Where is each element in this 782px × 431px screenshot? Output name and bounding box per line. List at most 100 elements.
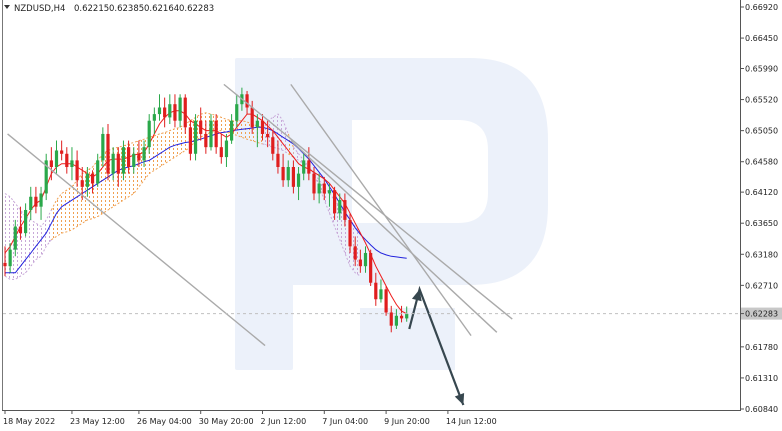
candle xyxy=(168,94,172,125)
candle xyxy=(127,140,131,174)
senkou-span-b xyxy=(4,239,52,280)
price-tick-label: 0.65990 xyxy=(745,64,778,73)
candle xyxy=(193,114,198,161)
candle xyxy=(394,309,398,329)
candle-body xyxy=(127,147,131,168)
candle xyxy=(235,94,239,128)
candle-body xyxy=(96,160,100,184)
candle-body xyxy=(291,167,295,187)
candle xyxy=(60,140,64,161)
time-tick-label: 18 May 2022 xyxy=(3,417,55,426)
price-tick-label: 0.63650 xyxy=(745,219,778,228)
time-tick-label: 7 Jun 04:00 xyxy=(322,417,368,426)
candle xyxy=(266,120,270,148)
senkou-span-a xyxy=(293,146,361,277)
candle-body xyxy=(3,262,7,267)
candle-body xyxy=(333,190,337,214)
candle xyxy=(85,167,89,197)
collapse-triangle-icon[interactable] xyxy=(4,5,10,9)
candle-body xyxy=(286,167,290,181)
price-tick-label: 0.64580 xyxy=(745,158,778,167)
candle-body xyxy=(199,120,203,134)
price-tick-label: 0.61310 xyxy=(745,374,778,383)
candle-body xyxy=(384,289,388,313)
candlestick-series xyxy=(3,87,409,333)
candle xyxy=(399,305,404,323)
candle-body xyxy=(142,147,146,161)
candle xyxy=(142,140,146,168)
candle-body xyxy=(322,183,326,194)
senkou-span-b xyxy=(262,143,289,155)
candle xyxy=(286,160,290,187)
candle-body xyxy=(260,120,265,134)
time-tick-label: 30 May 20:00 xyxy=(199,417,254,426)
senkou-span-a xyxy=(50,112,263,211)
candle xyxy=(54,140,59,174)
candle-body xyxy=(374,282,378,300)
cloud-bear-segment xyxy=(51,112,263,240)
cloud-bull-segment xyxy=(293,147,361,277)
time-tick-label: 14 Jun 12:00 xyxy=(446,417,497,426)
candle-body xyxy=(255,120,259,128)
candle-body xyxy=(369,252,373,283)
candle-body xyxy=(173,104,177,121)
close-value: 0.62283 xyxy=(179,4,214,14)
candle-body xyxy=(193,120,198,154)
candle xyxy=(281,153,285,187)
candle-body xyxy=(219,147,223,158)
analysis-overlays xyxy=(7,83,513,406)
candle-body xyxy=(80,180,84,187)
current-price-tag xyxy=(741,307,782,320)
candle-body xyxy=(13,226,17,250)
candle xyxy=(49,147,53,181)
candle-body xyxy=(250,107,254,128)
candle xyxy=(204,120,208,154)
candle-body xyxy=(163,107,167,118)
candle xyxy=(111,147,115,181)
candle-body xyxy=(65,153,69,168)
candle-body xyxy=(152,114,156,121)
price-tick-label: 0.63180 xyxy=(745,250,778,259)
candle xyxy=(389,305,393,333)
candle xyxy=(44,153,48,201)
candle xyxy=(333,186,337,220)
candle xyxy=(96,153,100,187)
candle-body xyxy=(343,200,347,220)
candle xyxy=(219,133,223,164)
candle xyxy=(348,213,352,253)
candle-body xyxy=(34,196,38,207)
candle-body xyxy=(111,153,115,174)
price-tick-label: 0.60840 xyxy=(745,405,778,414)
candle-body xyxy=(183,97,187,128)
candle-body xyxy=(137,153,141,161)
candle xyxy=(250,100,254,134)
candle-body xyxy=(266,133,270,138)
candle-body xyxy=(302,160,306,174)
senkou-span-a xyxy=(262,113,289,135)
channel-trendline xyxy=(290,140,498,333)
candle xyxy=(343,193,347,227)
candle xyxy=(209,114,213,151)
candle xyxy=(173,94,177,128)
candle xyxy=(116,147,120,187)
candle xyxy=(230,114,234,144)
candle xyxy=(24,203,28,237)
candle-body xyxy=(358,259,362,267)
candle xyxy=(255,114,259,148)
candle xyxy=(18,206,23,240)
candle-body xyxy=(317,183,321,194)
candle-body xyxy=(188,127,192,154)
candle xyxy=(152,107,156,134)
candle xyxy=(338,193,342,220)
candle-body xyxy=(85,173,89,187)
candle-body xyxy=(132,153,136,168)
candle-body xyxy=(18,226,23,234)
cloud-bull-segment xyxy=(5,193,52,280)
candle xyxy=(296,167,301,201)
candle xyxy=(39,186,43,220)
candle-body xyxy=(60,150,64,154)
candle-body xyxy=(44,160,48,194)
high-value: 0.62385 xyxy=(109,4,144,14)
candle-body xyxy=(70,160,74,168)
